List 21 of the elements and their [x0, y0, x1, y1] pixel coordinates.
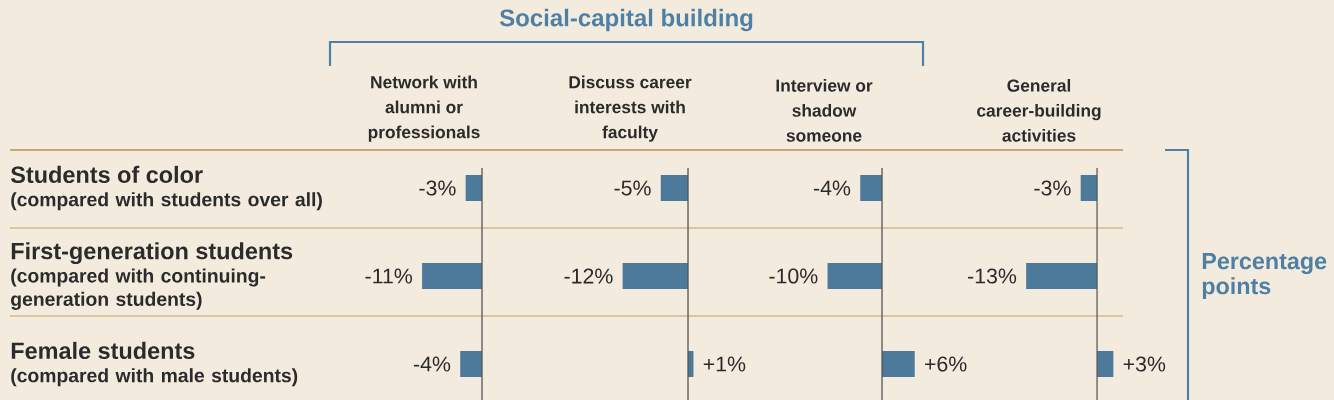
- text: Social-capital building: [499, 8, 753, 32]
- data-label: +1%: [703, 356, 746, 372]
- y-tick-label: Female students (compared with male students): [11, 341, 298, 387]
- data-label: -3%: [419, 180, 456, 196]
- data-label: -4%: [813, 180, 851, 196]
- data-label: -4%: [413, 356, 451, 372]
- text: Percentage points: [1202, 253, 1327, 299]
- chart-title: Discuss career interests with faculty: [569, 75, 692, 142]
- y-tick-label: Students of color (compared with students over all): [10, 165, 322, 211]
- y-tick-label: First-generation students (compared with continuing-generation students): [11, 242, 293, 310]
- chart-title: General career-building activities: [977, 79, 1101, 142]
- data-label: +6%: [925, 356, 967, 372]
- data-label: -12%: [564, 268, 613, 284]
- chart-title: Interview or shadow someone: [776, 79, 873, 142]
- data-label: -11%: [365, 268, 413, 284]
- data-label: -10%: [769, 268, 818, 284]
- data-label: +3%: [1123, 356, 1166, 372]
- data-label: -5%: [614, 180, 651, 196]
- data-label: -13%: [968, 268, 1017, 284]
- chart-title: Network with alumni or professionals: [368, 75, 480, 142]
- data-label: -3%: [1034, 180, 1071, 196]
